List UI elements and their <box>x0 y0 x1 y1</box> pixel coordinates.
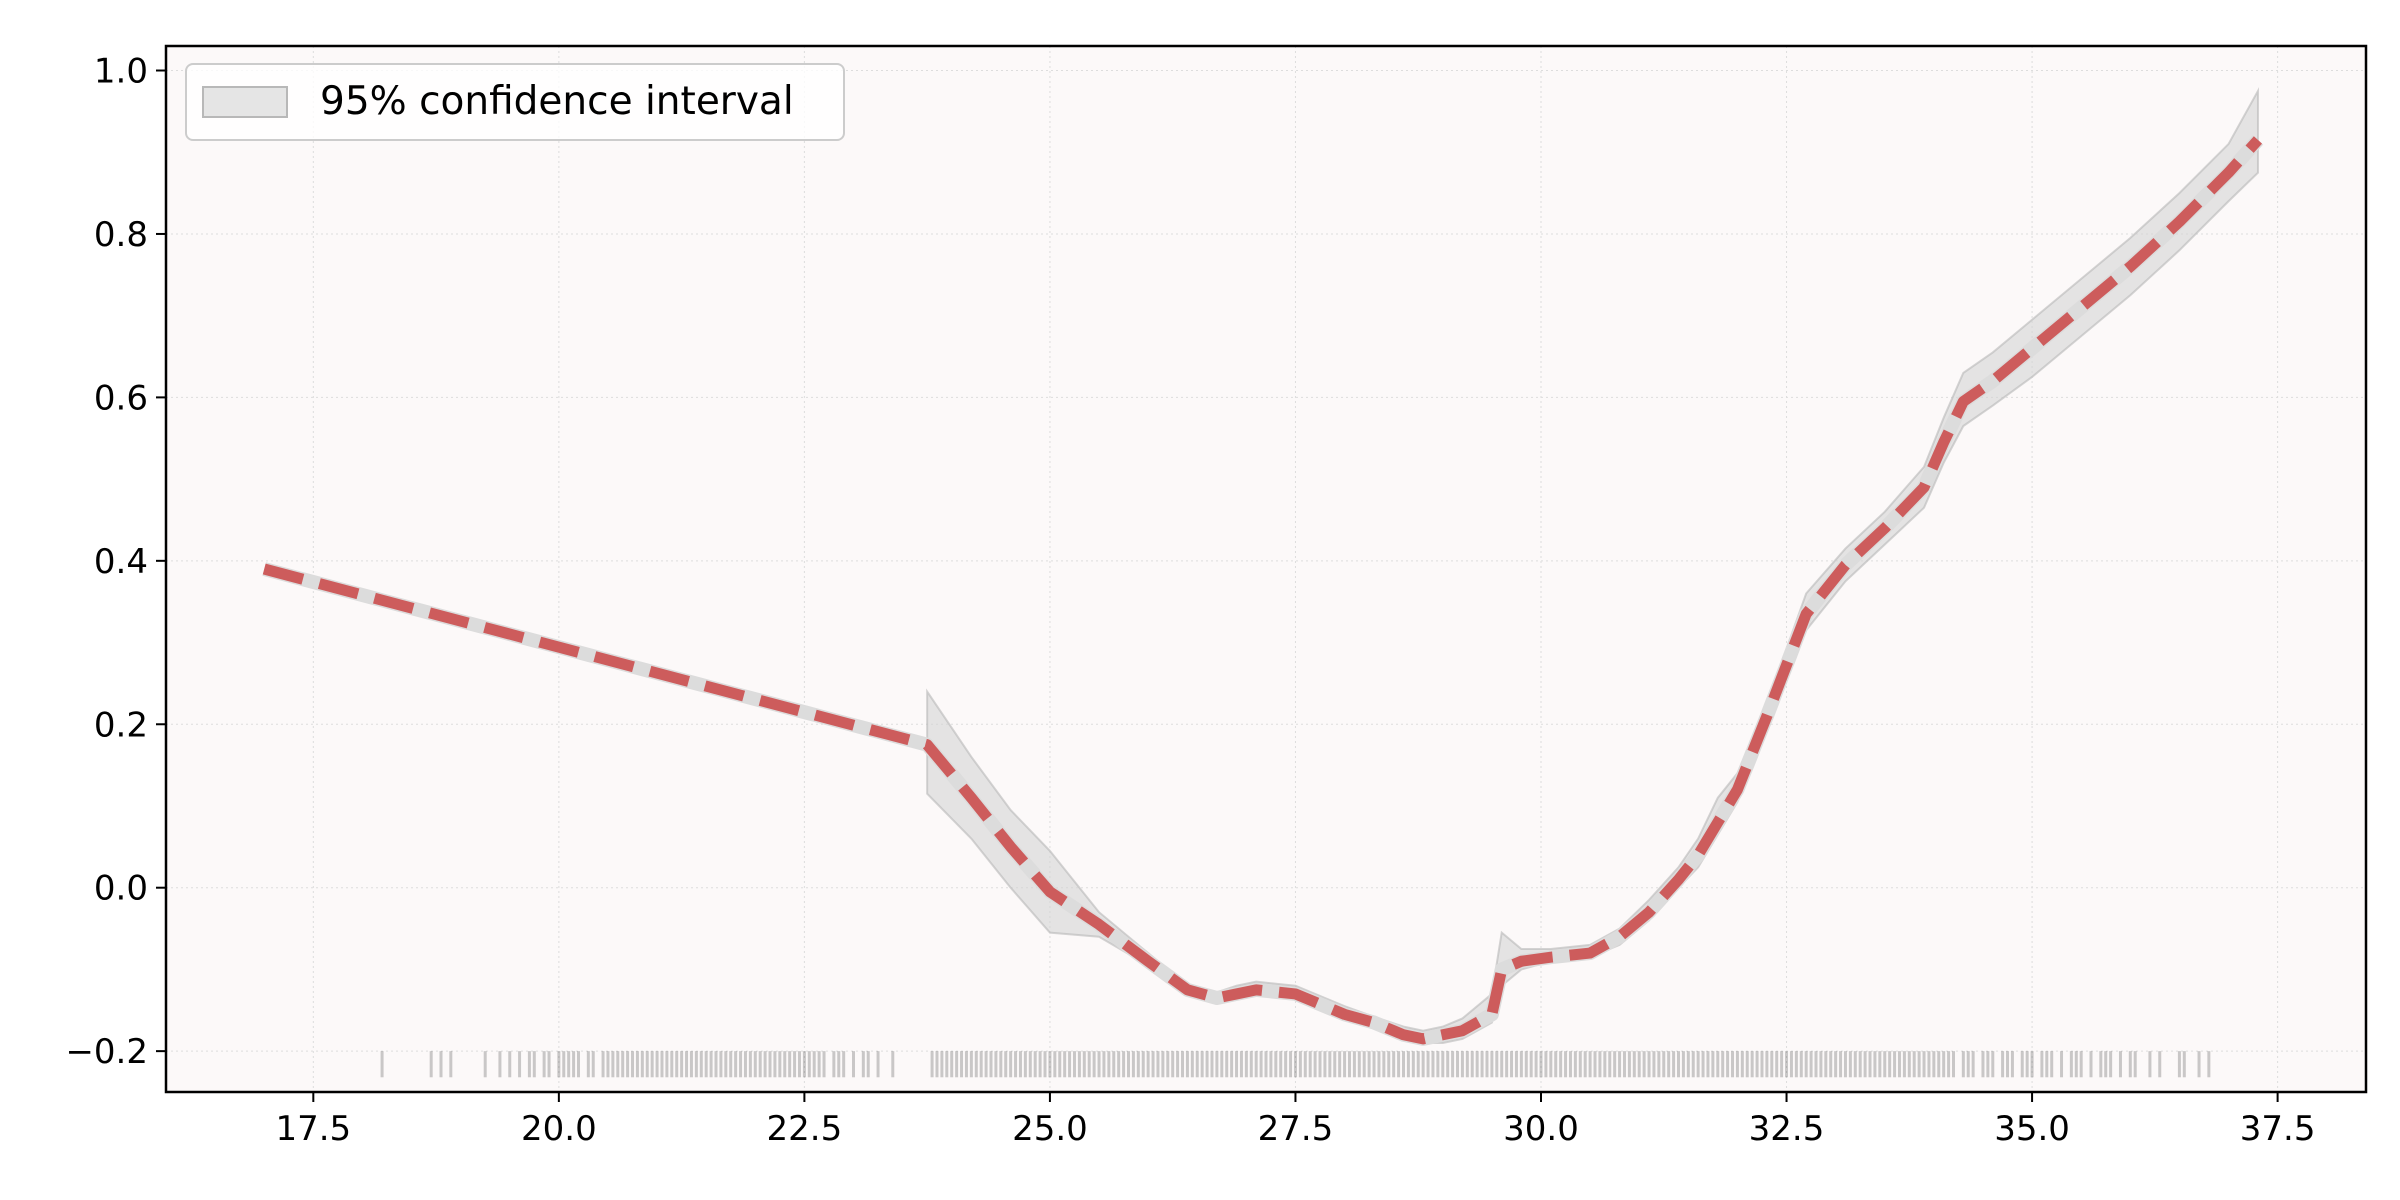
x-tick-label: 37.5 <box>2240 1109 2316 1149</box>
rug-plot <box>380 1051 2211 1078</box>
legend-label-confidence-interval: 95% confidence interval <box>320 79 794 124</box>
x-tick-label: 22.5 <box>767 1109 843 1149</box>
plot-frame <box>164 44 2368 1094</box>
partial-dependence-line <box>262 136 2263 1045</box>
plot-area-background <box>166 46 2366 1092</box>
legend-box <box>185 63 845 141</box>
x-tick-label: 35.0 <box>1994 1109 2070 1149</box>
legend: 95% confidence interval <box>185 63 845 141</box>
x-tick-label: 30.0 <box>1503 1109 1579 1149</box>
x-tick-label: 20.0 <box>521 1109 597 1149</box>
y-tick-label: −0.2 <box>65 1032 148 1072</box>
legend-swatch-confidence-interval <box>202 86 288 118</box>
y-tick-label: 0.4 <box>94 542 148 582</box>
x-tick-label: 32.5 <box>1749 1109 1825 1149</box>
x-tick-label: 27.5 <box>1258 1109 1334 1149</box>
y-axis: −0.2 0.0 0.2 0.4 0.6 0.8 1.0 <box>65 52 166 1072</box>
x-tick-label: 17.5 <box>275 1109 351 1149</box>
y-tick-label: 0.0 <box>94 869 148 909</box>
x-tick-label: 25.0 <box>1012 1109 1088 1149</box>
y-tick-label: 0.8 <box>94 215 148 255</box>
y-tick-label: 0.6 <box>94 378 148 418</box>
x-axis: 17.5 20.0 22.5 25.0 27.5 30.0 32.5 35.0 37.5 <box>275 1092 2315 1149</box>
y-tick-label: 0.2 <box>94 705 148 745</box>
y-tick-label: 1.0 <box>94 52 148 92</box>
